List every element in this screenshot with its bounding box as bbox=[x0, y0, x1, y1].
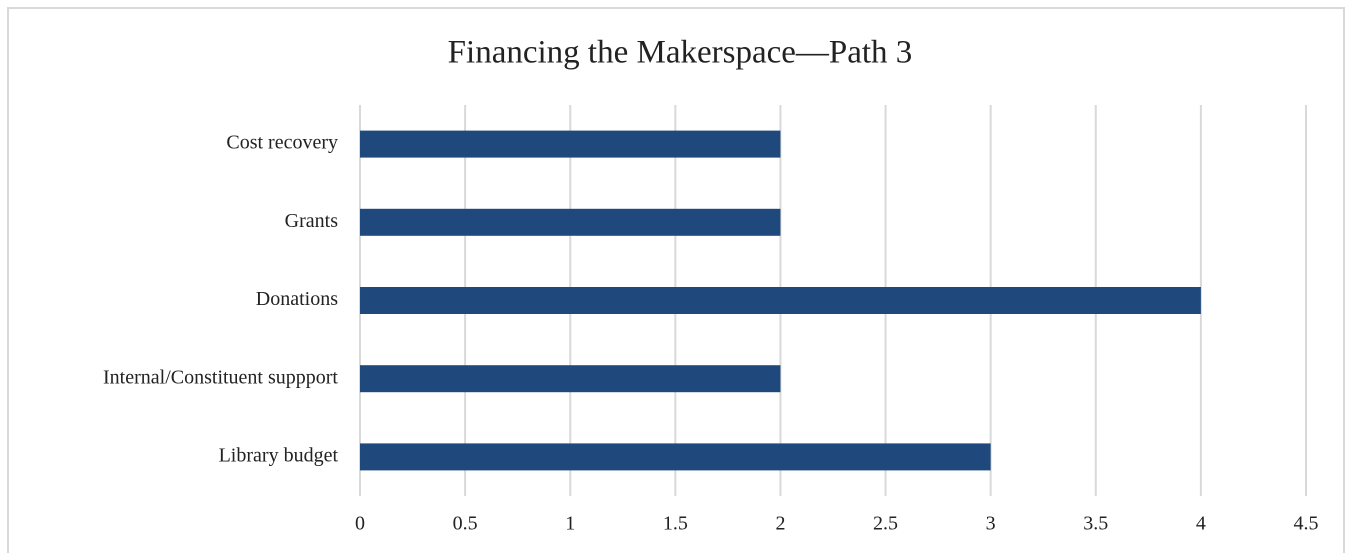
x-tick-label: 4.5 bbox=[1294, 513, 1319, 535]
x-tick-label: 3.5 bbox=[1083, 513, 1108, 535]
x-tick-label: 4 bbox=[1196, 513, 1206, 535]
y-tick-label: Donations bbox=[256, 288, 338, 310]
bar bbox=[360, 365, 781, 393]
bar bbox=[360, 443, 991, 471]
bar bbox=[360, 208, 781, 236]
x-tick-label: 0.5 bbox=[453, 513, 478, 535]
x-tick-label: 3 bbox=[986, 513, 996, 535]
x-tick-label: 1.5 bbox=[663, 513, 688, 535]
x-tick-label: 0 bbox=[355, 513, 365, 535]
x-tick-label: 2 bbox=[775, 513, 785, 535]
bar bbox=[360, 287, 1201, 314]
chart-title: Financing the Makerspace—Path 3 bbox=[448, 35, 913, 71]
y-tick-label: Library budget bbox=[219, 444, 339, 466]
x-tick-label: 2.5 bbox=[873, 513, 898, 535]
bar bbox=[360, 130, 781, 158]
y-tick-label: Cost recovery bbox=[226, 132, 338, 154]
x-tick-label: 1 bbox=[565, 513, 575, 535]
y-tick-label: Grants bbox=[285, 210, 339, 232]
y-tick-label: Internal/Constituent suppport bbox=[103, 366, 338, 388]
